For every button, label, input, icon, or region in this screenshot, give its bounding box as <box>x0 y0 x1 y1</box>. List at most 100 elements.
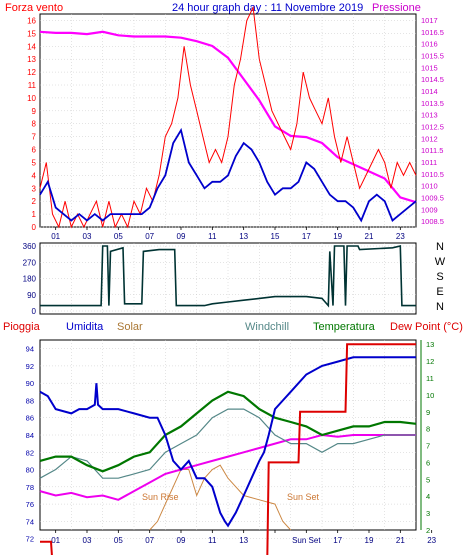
chart3-x-tick-label: 17 <box>333 536 342 545</box>
chart1-right-axis-label: Pressione <box>372 2 421 14</box>
chart1-x-tick-label: 13 <box>239 232 248 241</box>
rain-series <box>40 343 416 555</box>
chart1-left-tick-label: 4 <box>32 171 37 180</box>
chart1-left-tick-label: 2 <box>32 197 37 206</box>
chart1-left-tick-label: 10 <box>27 94 36 103</box>
chart1-right-tick-label: 1017 <box>421 16 438 25</box>
chart1-right-tick-label: 1009.5 <box>421 193 444 202</box>
chart1-right-tick-label: 1008.5 <box>421 217 444 226</box>
chart1-plot-area <box>39 13 417 228</box>
chart1-x-tick-label: 03 <box>83 232 92 241</box>
chart3-x-tick-label: 01 <box>51 536 60 545</box>
chart2-left-tick-label: 0 <box>32 307 37 316</box>
chart1-x-tick-label: 21 <box>365 232 374 241</box>
chart1-right-tick-label: 1009 <box>421 205 438 214</box>
chart3-right-tick-label: 8 <box>426 425 430 434</box>
chart2-left-tick-label: 180 <box>23 275 37 284</box>
chart1-left-tick-label: 11 <box>28 81 37 90</box>
chart3-right-tick-label: 12 <box>426 357 434 366</box>
chart1-right-tick-label: 1013.5 <box>421 99 444 108</box>
chart2-direction-label: N <box>436 301 444 313</box>
chart3-x-tick-label: 07 <box>145 536 154 545</box>
chart1-x-tick-label: 09 <box>177 232 186 241</box>
chart1-left-axis-label: Forza vento <box>5 2 63 14</box>
chart3-x-tick-label: 09 <box>177 536 186 545</box>
chart2-direction-label: E <box>436 286 443 298</box>
chart3-left-tick-label: 72 <box>26 535 34 544</box>
chart3-right-tick-label: 6 <box>426 458 430 467</box>
windchill-series <box>39 408 416 479</box>
chart3-right-tick-label: 13 <box>426 340 434 349</box>
chart1-left-tick-label: 13 <box>27 55 36 64</box>
chart3-x-tick-label: 21 <box>396 536 405 545</box>
chart1-left-tick-label: 1 <box>32 210 37 219</box>
chart1-left-tick-label: 15 <box>27 29 36 38</box>
chart2-left-tick-label: 270 <box>23 258 37 267</box>
chart3-temperature-label: Temperatura <box>313 321 376 333</box>
chart3-left-ticks: 94 92 90 88 86 84 82 80 78 76 74 72 <box>26 345 34 544</box>
chart3-rain-label: Pioggia <box>3 321 41 333</box>
chart1-right-tick-label: 1012 <box>421 134 438 143</box>
chart3-series <box>39 343 417 555</box>
chart1-left-tick-label: 12 <box>27 68 36 77</box>
chart2-series <box>40 245 416 308</box>
chart3-x-ticks: 01 03 05 07 09 11 13 Sun Set 17 19 21 23 <box>51 530 437 545</box>
chart1-left-tick-label: 3 <box>32 184 37 193</box>
chart1-x-ticks: 01 03 05 07 09 11 13 15 17 19 21 23 <box>51 227 405 241</box>
chart1-series <box>39 5 417 229</box>
chart3-right-tick-label: 9 <box>426 408 430 417</box>
temperature-series <box>39 390 417 473</box>
chart1-x-tick-label: 15 <box>271 232 280 241</box>
chart3-right-tick-label: 10 <box>426 391 434 400</box>
chart3-left-tick-label: 80 <box>26 466 34 475</box>
chart1-right-tick-label: 1014 <box>421 87 438 96</box>
chart3-left-tick-label: 92 <box>26 362 34 371</box>
chart1-right-tick-label: 1010 <box>421 182 438 191</box>
chart3-x-tick-label: 05 <box>114 536 123 545</box>
chart3-left-tick-label: 88 <box>26 396 34 405</box>
chart3-right-tick-label: 11 <box>426 374 434 383</box>
chart3-left-tick-label: 94 <box>26 345 34 354</box>
chart2-left-tick-label: 90 <box>27 291 36 300</box>
chart1-right-tick-label: 1015 <box>421 63 438 72</box>
chart1-x-tick-label: 19 <box>333 232 342 241</box>
chart1-left-tick-label: 8 <box>32 120 37 129</box>
chart3-right-tick-label: 4 <box>426 492 430 501</box>
chart1-x-tick-label: 05 <box>114 232 123 241</box>
gust-series <box>39 5 417 229</box>
chart3-left-tick-label: 74 <box>26 517 34 526</box>
chart3-x-tick-label: 13 <box>239 536 248 545</box>
chart1-right-ticks: 1017 1016.5 1016 1015.5 1015 1014.5 1014 1013.5… <box>421 16 444 226</box>
chart1-left-tick-label: 0 <box>32 223 37 232</box>
chart1-x-tick-label: 07 <box>145 232 154 241</box>
sunrise-annotation: Sun Rise <box>142 492 179 502</box>
chart3-humidity-label: Umidita <box>66 321 104 333</box>
chart2-direction-label: N <box>436 241 444 253</box>
chart1-right-tick-label: 1011.5 <box>421 146 443 155</box>
chart2-left-tick-label: 360 <box>23 242 37 251</box>
chart3-left-tick-label: 82 <box>26 448 34 457</box>
chart3-left-tick-label: 78 <box>26 483 34 492</box>
chart3-solar-label: Solar <box>117 321 143 333</box>
wind-direction-series <box>40 245 416 308</box>
chart1-left-tick-label: 7 <box>32 133 37 142</box>
chart1-right-tick-label: 1010.5 <box>421 170 444 179</box>
chart3-right-tick-label: 7 <box>426 442 430 451</box>
chart1-right-tick-label: 1016.5 <box>421 28 444 37</box>
chart3-left-tick-label: 86 <box>26 414 34 423</box>
chart2-left-ticks: 360 270 180 90 0 <box>23 242 37 316</box>
chart3-left-tick-label: 84 <box>26 431 34 440</box>
chart1-x-tick-label: 11 <box>208 232 217 241</box>
chart1-x-tick-label: 01 <box>51 232 60 241</box>
chart3-right-ticks: 13 12 11 10 9 8 7 6 5 4 3 2 <box>420 340 434 535</box>
chart1-left-tick-label: 16 <box>27 16 36 25</box>
chart3-left-tick-label: 76 <box>26 500 34 509</box>
humidity-series <box>39 356 416 528</box>
chart3-x-tick-label: 11 <box>208 536 217 545</box>
chart1-left-tick-label: 6 <box>32 146 37 155</box>
chart3-left-tick-label: 90 <box>26 379 34 388</box>
chart1-right-tick-label: 1016 <box>421 40 438 49</box>
chart1-title: 24 hour graph day : 11 Novembre 2019 <box>172 2 363 14</box>
